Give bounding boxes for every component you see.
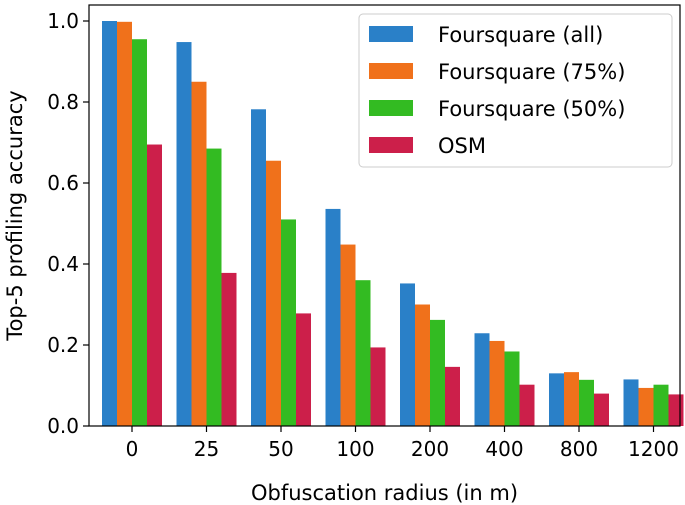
y-tick-label: 0.4 bbox=[47, 252, 79, 276]
legend-swatch bbox=[369, 137, 413, 153]
bar-foursquare-75-100 bbox=[340, 244, 356, 426]
x-axis: 0 25 50 100 200 400 800 1200 bbox=[126, 426, 679, 461]
bar-foursquare-75-0 bbox=[117, 21, 132, 427]
bar-foursquare-75-1200 bbox=[638, 387, 654, 426]
x-tick-label: 25 bbox=[194, 437, 219, 461]
legend-swatch bbox=[369, 26, 413, 42]
x-tick-label: 800 bbox=[560, 437, 598, 461]
x-tick-label: 400 bbox=[485, 437, 523, 461]
bar-foursquare-all-0 bbox=[102, 21, 117, 426]
x-tick-label: 50 bbox=[268, 437, 293, 461]
bar-foursquare-50-1200 bbox=[653, 384, 669, 426]
bar-foursquare-all-400 bbox=[474, 333, 490, 426]
bar-osm-400 bbox=[519, 384, 535, 426]
bar-foursquare-75-400 bbox=[489, 340, 505, 426]
y-tick-label: 0.8 bbox=[47, 90, 79, 114]
x-tick-label: 0 bbox=[126, 437, 139, 461]
y-axis-label: Top-5 profiling accuracy bbox=[3, 90, 27, 341]
bar-foursquare-all-100 bbox=[325, 208, 341, 426]
bar-foursquare-50-25 bbox=[206, 148, 222, 426]
y-tick-label: 0.2 bbox=[47, 333, 79, 357]
x-tick-label: 1200 bbox=[628, 437, 679, 461]
x-tick-label: 200 bbox=[411, 437, 449, 461]
bar-foursquare-50-0 bbox=[132, 39, 147, 426]
legend-box bbox=[358, 13, 673, 168]
bar-foursquare-75-25 bbox=[191, 81, 207, 426]
x-tick-label: 100 bbox=[336, 437, 374, 461]
bar-foursquare-50-400 bbox=[504, 351, 520, 426]
legend-swatch bbox=[369, 63, 413, 79]
x-axis-label: Obfuscation radius (in m) bbox=[251, 481, 518, 505]
bar-foursquare-75-800 bbox=[564, 372, 579, 426]
legend: Foursquare (all) Foursquare (75%) Foursqua… bbox=[358, 13, 673, 168]
bar-foursquare-75-50 bbox=[266, 160, 281, 426]
bar-foursquare-all-200 bbox=[400, 283, 415, 426]
bar-foursquare-50-800 bbox=[579, 379, 594, 426]
bar-foursquare-all-1200 bbox=[623, 379, 639, 426]
bar-osm-25 bbox=[221, 272, 237, 426]
bar-osm-0 bbox=[147, 144, 162, 426]
legend-label: Foursquare (50%) bbox=[438, 97, 625, 121]
legend-label: Foursquare (all) bbox=[438, 23, 603, 47]
y-tick-label: 0.6 bbox=[47, 171, 79, 195]
legend-label: Foursquare (75%) bbox=[438, 60, 625, 84]
legend-swatch bbox=[369, 100, 413, 116]
plot-area-frame bbox=[88, 4, 681, 427]
bar-foursquare-all-50 bbox=[251, 109, 266, 426]
bars-group bbox=[102, 21, 684, 427]
bar-osm-50 bbox=[296, 313, 311, 426]
bar-foursquare-50-100 bbox=[355, 280, 371, 426]
bar-foursquare-50-200 bbox=[430, 319, 445, 426]
bar-osm-100 bbox=[370, 347, 386, 426]
bar-osm-800 bbox=[594, 393, 609, 426]
y-tick-label: 1.0 bbox=[47, 9, 79, 33]
y-axis: 0.0 0.2 0.4 0.6 0.8 1.0 bbox=[47, 9, 89, 438]
bar-osm-200 bbox=[445, 366, 460, 426]
bar-osm-1200 bbox=[668, 394, 684, 426]
bar-foursquare-75-200 bbox=[415, 304, 430, 426]
bar-foursquare-all-25 bbox=[176, 42, 192, 427]
bar-foursquare-50-50 bbox=[281, 219, 296, 426]
legend-label: OSM bbox=[438, 134, 486, 158]
y-tick-label: 0.0 bbox=[47, 414, 79, 438]
bar-foursquare-all-800 bbox=[549, 373, 564, 426]
